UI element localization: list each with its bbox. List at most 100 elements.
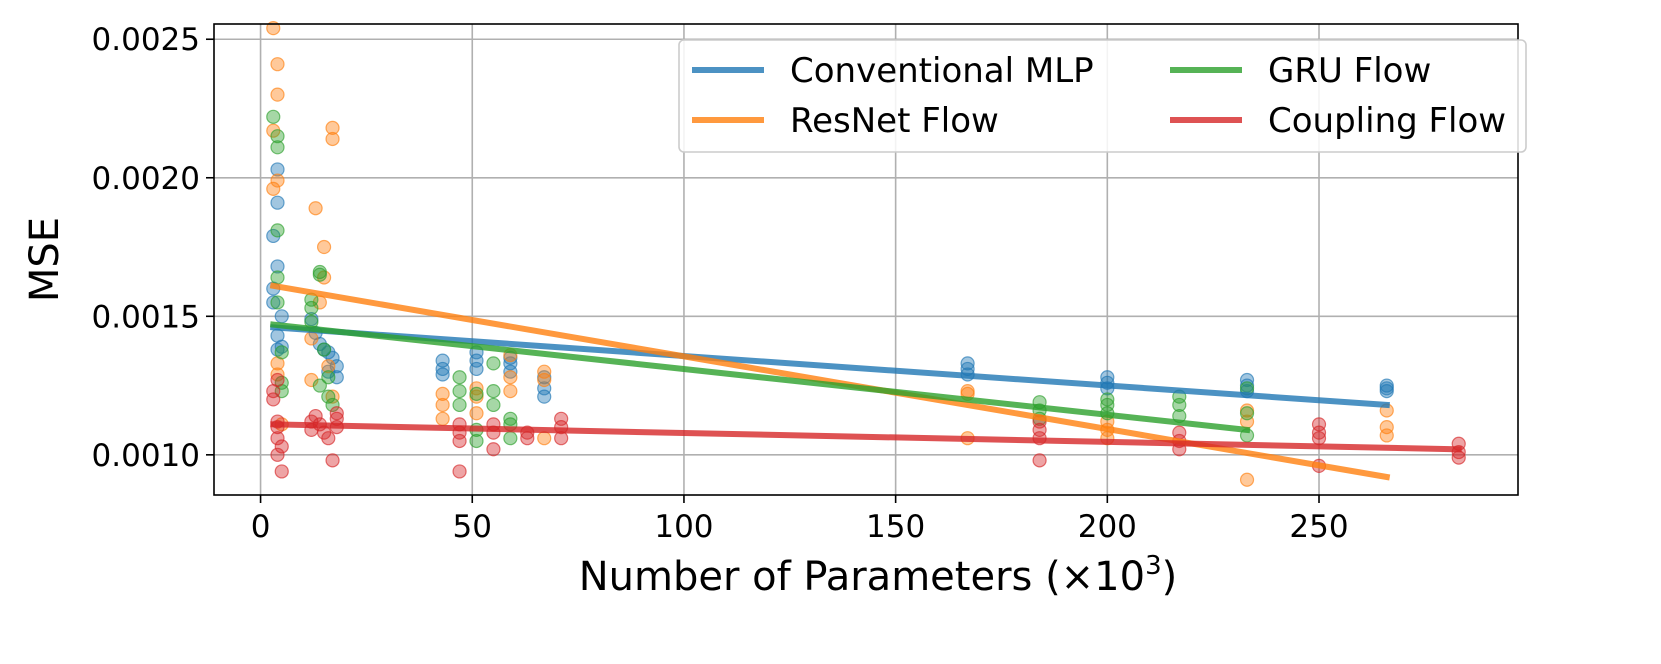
data-point-resnet-flow [435, 386, 450, 401]
data-point-gru-flow [266, 109, 281, 124]
data-point-gru-flow [316, 342, 332, 357]
data-point-coupling-flow [270, 431, 285, 446]
series-points-gru-flow [266, 109, 1255, 449]
data-point-conventional-mlp [537, 389, 552, 404]
data-point-coupling-flow [1032, 453, 1047, 468]
data-point-gru-flow [304, 300, 319, 316]
x-axis-label-close: ) [1162, 554, 1178, 600]
data-point-gru-flow [469, 386, 484, 401]
legend-box [678, 39, 1527, 153]
data-point-coupling-flow [325, 453, 340, 468]
data-point-gru-flow [270, 223, 285, 238]
data-point-conventional-mlp [270, 195, 285, 210]
data-point-resnet-flow [503, 384, 518, 399]
data-point-gru-flow [1100, 392, 1115, 407]
data-point-conventional-mlp [270, 259, 285, 274]
data-point-coupling-flow [520, 431, 535, 446]
data-point-resnet-flow [321, 359, 336, 374]
data-point-resnet-flow [503, 370, 518, 385]
series-points-resnet-flow [266, 21, 1394, 487]
data-point-resnet-flow [469, 406, 484, 421]
data-point-resnet-flow [304, 372, 319, 388]
data-point-gru-flow [486, 356, 501, 371]
data-point-conventional-mlp [503, 364, 518, 379]
data-point-gru-flow [503, 431, 518, 446]
data-point-coupling-flow [274, 439, 289, 454]
data-point-conventional-mlp [266, 295, 281, 310]
data-point-coupling-flow [554, 431, 569, 446]
data-point-gru-flow [321, 389, 336, 404]
data-point-conventional-mlp [469, 361, 484, 377]
y-tick-label: 0.0025 [92, 22, 200, 58]
data-point-resnet-flow [325, 120, 340, 135]
plot-frame [213, 23, 1519, 496]
data-point-coupling-flow [270, 372, 285, 388]
data-point-gru-flow [486, 384, 501, 399]
data-point-coupling-flow [270, 447, 285, 462]
trend-line-coupling-flow [270, 421, 1462, 453]
data-point-coupling-flow [452, 464, 467, 479]
data-point-conventional-mlp [960, 356, 975, 371]
x-tick-label: 200 [1078, 509, 1137, 545]
legend-label-resnet-flow: ResNet Flow [790, 101, 999, 141]
y-axis-label: MSE [22, 217, 68, 302]
legend-label-gru-flow: GRU Flow [1268, 51, 1431, 91]
data-point-gru-flow [486, 397, 501, 413]
y-tick-label: 0.0015 [92, 299, 200, 335]
data-point-conventional-mlp [435, 361, 450, 377]
data-point-resnet-flow [304, 331, 319, 346]
data-point-resnet-flow [435, 397, 450, 413]
data-point-resnet-flow [435, 411, 450, 426]
data-point-resnet-flow [266, 21, 281, 36]
trend-line-gru-flow [269, 321, 1251, 434]
data-point-coupling-flow [266, 392, 281, 407]
data-point-gru-flow [270, 295, 285, 310]
data-point-gru-flow [270, 129, 285, 144]
data-point-gru-flow [325, 397, 340, 413]
data-point-coupling-flow [452, 433, 467, 449]
trend-lines [269, 282, 1462, 481]
data-point-coupling-flow [1451, 450, 1466, 465]
y-tick-label: 0.0020 [92, 161, 200, 197]
data-point-gru-flow [270, 270, 285, 285]
data-point-gru-flow [452, 370, 467, 385]
data-point-coupling-flow [274, 464, 289, 479]
data-point-resnet-flow [537, 372, 552, 388]
data-point-conventional-mlp [435, 367, 450, 382]
data-point-conventional-mlp [321, 364, 336, 379]
series-points-conventional-mlp [266, 162, 1394, 404]
x-tick-label: 0 [251, 509, 271, 545]
data-point-resnet-flow [316, 239, 332, 255]
data-point-resnet-flow [1379, 428, 1394, 443]
data-point-coupling-flow [1311, 431, 1327, 446]
data-point-resnet-flow [308, 201, 323, 216]
data-point-conventional-mlp [1379, 384, 1394, 399]
data-point-resnet-flow [537, 431, 552, 446]
y-tick-label: 0.0010 [92, 438, 200, 474]
x-axis-label-exponent: 3 [1145, 551, 1162, 581]
data-point-resnet-flow [266, 181, 281, 196]
data-point-gru-flow [1239, 406, 1255, 421]
x-tick-label: 250 [1289, 509, 1348, 545]
data-point-resnet-flow [270, 57, 285, 72]
x-axis-label-text: Number of Parameters (×10 [579, 554, 1145, 600]
data-point-coupling-flow [321, 431, 336, 446]
data-point-conventional-mlp [274, 339, 289, 354]
axis-ticks: 0 50 100 150 200 250 0.0010 0.0015 0.0020 0.0025 [92, 22, 1349, 545]
data-point-gru-flow [312, 378, 327, 393]
data-point-coupling-flow [486, 442, 501, 457]
x-axis-label: Number of Parameters (×103) [579, 551, 1178, 600]
data-point-gru-flow [469, 433, 484, 449]
data-point-gru-flow [503, 411, 518, 426]
x-tick-label: 150 [866, 509, 925, 545]
data-point-gru-flow [274, 345, 289, 360]
legend-label-coupling-flow: Coupling Flow [1268, 101, 1506, 141]
data-point-conventional-mlp [270, 162, 285, 177]
data-point-conventional-mlp [325, 350, 340, 365]
data-point-resnet-flow [1239, 472, 1255, 487]
data-point-gru-flow [452, 397, 467, 413]
data-point-resnet-flow [270, 173, 285, 188]
data-point-gru-flow [270, 140, 285, 155]
legend-label-conventional-mlp: Conventional MLP [790, 51, 1094, 91]
